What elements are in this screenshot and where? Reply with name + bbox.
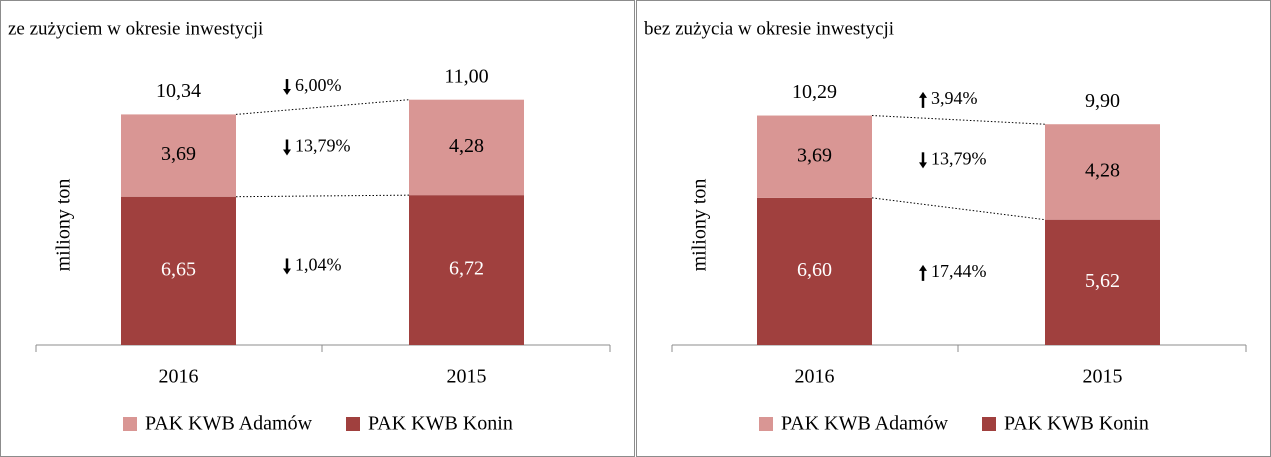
arrow-head <box>283 89 291 96</box>
bar-segment <box>409 195 524 345</box>
value-label: 3,69 <box>797 144 832 166</box>
total-label: 10,34 <box>156 80 201 102</box>
legend-swatch <box>982 417 996 431</box>
annotation: 13,79% <box>931 148 987 168</box>
connector <box>871 115 1046 125</box>
connector <box>235 99 410 115</box>
value-label: 5,62 <box>1085 270 1120 292</box>
legend-label: PAK KWB Adamów <box>145 413 313 435</box>
value-label: 4,28 <box>449 135 484 157</box>
connector <box>235 194 410 198</box>
value-label: 6,60 <box>797 259 832 281</box>
y-axis-label: miliony ton <box>53 179 75 272</box>
bar-segment <box>1045 219 1160 345</box>
arrow-head <box>919 264 927 271</box>
bar-segment <box>757 197 872 345</box>
legend-swatch <box>123 417 137 431</box>
chart-title: bez zużycia w okresie inwestycji <box>644 18 894 39</box>
value-label: 6,72 <box>449 258 484 280</box>
bar-segment <box>409 99 524 196</box>
bar-segment <box>121 196 236 345</box>
x-tick-label: 2015 <box>1083 366 1123 388</box>
legend-label: PAK KWB Konin <box>368 413 513 435</box>
x-tick-label: 2016 <box>795 366 835 388</box>
x-tick-label: 2015 <box>447 366 487 388</box>
panel-border <box>636 0 1271 457</box>
legend-swatch <box>346 417 360 431</box>
bar-segment <box>1045 124 1160 220</box>
panel-border <box>0 0 635 457</box>
arrow-head <box>283 268 291 275</box>
annotation: 17,44% <box>931 261 987 281</box>
arrow-head <box>919 91 927 98</box>
chart-title: ze zużyciem w okresie inwestycji <box>8 18 263 39</box>
total-label: 9,90 <box>1085 90 1120 112</box>
total-label: 10,29 <box>792 81 837 103</box>
annotation: 1,04% <box>295 255 342 275</box>
bar-segment <box>121 114 236 197</box>
x-tick-label: 2016 <box>159 366 199 388</box>
arrow-head <box>919 162 927 169</box>
legend-swatch <box>759 417 773 431</box>
value-label: 6,65 <box>161 258 196 280</box>
y-axis-label: miliony ton <box>689 179 711 272</box>
annotation: 3,94% <box>931 88 978 108</box>
legend-label: PAK KWB Adamów <box>781 413 949 435</box>
connector <box>871 197 1046 221</box>
total-label: 11,00 <box>444 65 488 87</box>
annotation: 13,79% <box>295 136 351 156</box>
value-label: 4,28 <box>1085 160 1120 182</box>
value-label: 3,69 <box>161 143 196 165</box>
annotation: 6,00% <box>295 75 342 95</box>
legend-label: PAK KWB Konin <box>1004 413 1149 435</box>
bar-segment <box>757 115 872 198</box>
arrow-head <box>283 149 291 156</box>
